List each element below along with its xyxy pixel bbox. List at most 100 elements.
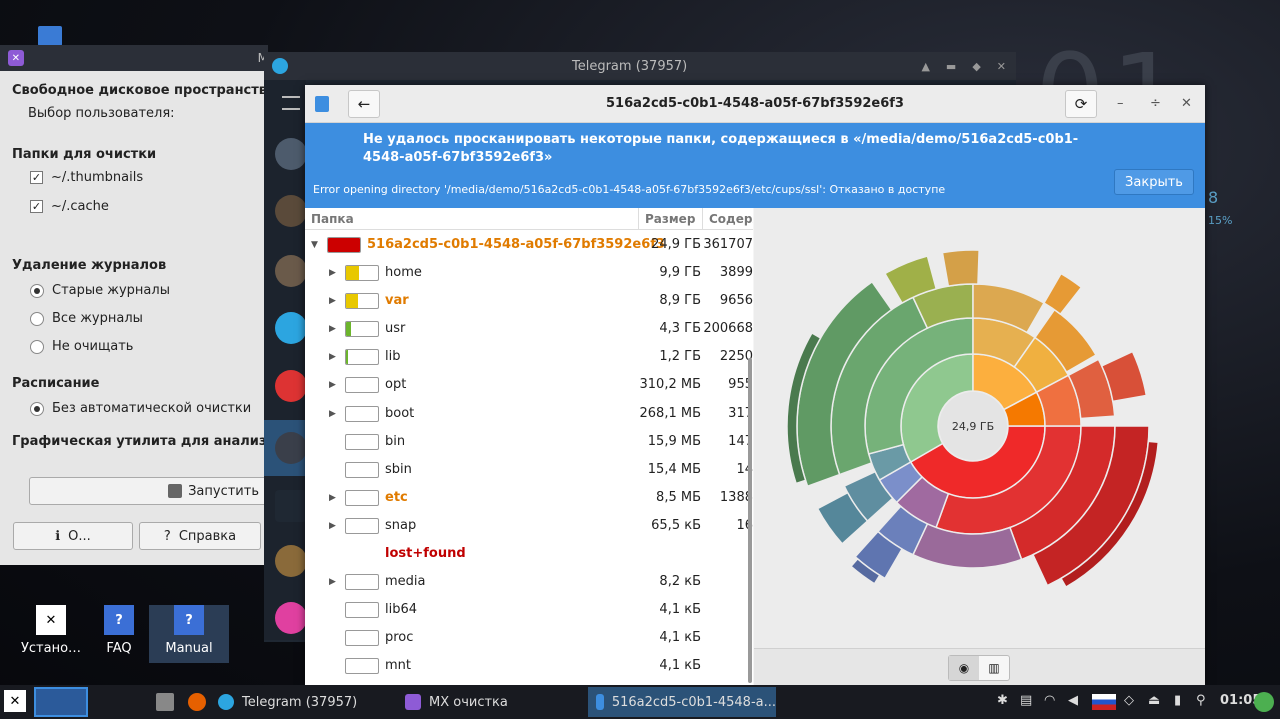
column-folder[interactable]: Папка [305,208,639,230]
menu-icon[interactable] [282,96,300,110]
task-disk-usage[interactable]: 516a2cd5-c0b1-4548-a... [588,687,776,717]
treemap-view-button[interactable]: ▥ [979,656,1009,680]
about-button[interactable]: ℹ О... [13,522,133,550]
home-folder-icon[interactable] [38,26,62,46]
radio-icon[interactable] [30,339,44,354]
ring-segment-child[interactable] [941,249,980,288]
ring-segment-child[interactable] [1100,350,1148,403]
tree-row[interactable]: lost+found [305,540,753,568]
eject-icon[interactable]: ⏏ [1148,693,1161,708]
ring-center[interactable] [939,392,1007,460]
keyboard-layout-flag-icon[interactable] [1092,694,1116,710]
firefox-icon[interactable] [188,693,206,711]
rescan-button[interactable]: ⟳ [1065,90,1097,118]
file-manager-icon[interactable] [156,693,174,711]
minimize-icon[interactable]: ▬ [945,59,957,73]
radio-selected-icon[interactable] [30,283,44,298]
tree-row[interactable]: ▶ media 8,2 кБ [305,568,753,596]
run-button[interactable]: Запустить [29,477,268,505]
task-mx-cleanup[interactable]: MX очистка [405,687,508,717]
task-telegram[interactable]: Telegram (37957) [218,687,357,717]
ring-segment-child[interactable] [786,331,822,485]
log-option-all[interactable]: Все журналы [30,311,256,326]
minimize-icon[interactable]: – [1117,96,1124,111]
mx-cleanup-titlebar[interactable]: ✕ M [0,45,268,71]
tree-row[interactable]: mnt 4,1 кБ [305,652,753,680]
desktop-icon-manual[interactable]: ? Manual [149,605,229,663]
collapsed-arrow-icon[interactable]: ▶ [329,492,336,503]
tree-row[interactable]: lib64 4,1 кБ [305,596,753,624]
tree-row[interactable]: ▶ usr 4,3 ГБ 200668 [305,315,753,343]
chat-avatar[interactable] [275,490,307,522]
tree-row[interactable]: bin 15,9 МБ 147 [305,428,753,456]
clipboard-icon[interactable]: ▮ [1174,693,1182,708]
maximize-icon[interactable]: ◆ [972,59,981,73]
folder-cache-option[interactable]: ✓ ~/.cache [30,199,256,214]
radio-icon[interactable] [30,311,44,326]
disk-usage-headerbar[interactable]: ← 516a2cd5-c0b1-4548-a05f-67bf3592e6f3 ⟳… [305,85,1205,123]
bluetooth-icon[interactable]: ✱ [997,693,1008,708]
schedule-option-none[interactable]: Без автоматической очистки [30,401,256,416]
help-button[interactable]: ? Справка [139,522,261,550]
log-option-old[interactable]: Старые журналы [30,283,256,298]
tree-row[interactable]: sbin 15,4 МБ 14 [305,456,753,484]
checkbox-checked-icon[interactable]: ✓ [30,171,43,184]
collapsed-arrow-icon[interactable]: ▶ [329,520,336,531]
tree-row-root[interactable]: ▼ 516a2cd5-c0b1-4548-a05f-67bf3592e6f3 24,… [305,231,753,259]
close-infobar-button[interactable]: Закрыть [1114,169,1194,195]
taskbar-clock[interactable]: 01:05 [1220,693,1262,708]
workspace-pager[interactable] [34,687,88,717]
column-size[interactable]: Размер [639,208,703,230]
chat-avatar[interactable] [275,195,307,227]
close-icon[interactable]: ✕ [996,59,1006,73]
tree-row[interactable]: ▶ opt 310,2 МБ 955 [305,371,753,399]
package-updates-icon[interactable]: ◇ [1124,693,1134,708]
shade-icon[interactable]: ▲ [921,59,930,73]
ring-segment-child[interactable] [972,283,1046,334]
collapsed-arrow-icon[interactable]: ▶ [329,577,336,588]
collapsed-arrow-icon[interactable]: ▶ [329,380,336,391]
printer-icon[interactable]: ▤ [1020,693,1033,708]
chat-avatar[interactable] [275,432,307,464]
collapsed-arrow-icon[interactable]: ▶ [329,352,336,363]
chat-avatar[interactable] [275,602,307,634]
ring-segment-child[interactable] [1042,272,1083,316]
log-option-none[interactable]: Не очищать [30,339,256,354]
tree-row[interactable]: ▶ var 8,9 ГБ 9656 [305,287,753,315]
chat-avatar[interactable] [275,312,307,344]
tree-row[interactable]: ▶ home 9,9 ГБ 3899 [305,259,753,287]
ring-segment-child[interactable] [849,557,881,585]
chat-avatar[interactable] [275,138,307,170]
maximize-icon[interactable]: ÷ [1150,96,1161,111]
column-contents[interactable]: Содерж [709,211,753,226]
volume-icon[interactable]: ◀ [1068,693,1078,708]
radio-selected-icon[interactable] [30,401,44,416]
ring-segment-child[interactable] [1059,440,1160,589]
telegram-titlebar[interactable]: Telegram (37957) ▲ ▬ ◆ ✕ [264,52,1016,80]
ring-segment-child[interactable] [883,255,938,305]
folder-thumbnails-option[interactable]: ✓ ~/.thumbnails [30,170,256,185]
desktop-icon-faq[interactable]: ? FAQ [79,605,159,656]
ring-segment-child[interactable] [816,491,869,545]
expanded-arrow-icon[interactable]: ▼ [311,240,318,250]
ring-segment-child[interactable] [1033,308,1098,374]
chat-avatar[interactable] [275,255,307,287]
desktop-icon-installer[interactable]: ✕ Устано… [11,605,91,656]
chat-avatar[interactable] [275,545,307,577]
tree-row[interactable]: ▶ lib 1,2 ГБ 2250 [305,343,753,371]
start-menu-icon[interactable]: ✕ [4,690,26,712]
checkbox-checked-icon[interactable]: ✓ [30,200,43,213]
tree-row[interactable]: ▶ snap 65,5 кБ 16 [305,512,753,540]
close-icon[interactable]: ✕ [1181,96,1192,111]
collapsed-arrow-icon[interactable]: ▶ [329,296,336,307]
back-button[interactable]: ← [348,90,380,118]
tree-row[interactable]: ▶ boot 268,1 МБ 317 [305,400,753,428]
tree-scrollbar[interactable] [748,358,752,683]
logout-icon[interactable] [1254,692,1274,712]
collapsed-arrow-icon[interactable]: ▶ [329,408,336,419]
tree-row[interactable]: proc 4,1 кБ [305,624,753,652]
chat-avatar[interactable] [275,370,307,402]
ring-chart-svg[interactable]: 24,9 ГБ [754,208,1205,648]
wifi-icon[interactable]: ◠ [1044,693,1056,708]
ring-chart-view-button[interactable]: ◉ [949,656,979,680]
